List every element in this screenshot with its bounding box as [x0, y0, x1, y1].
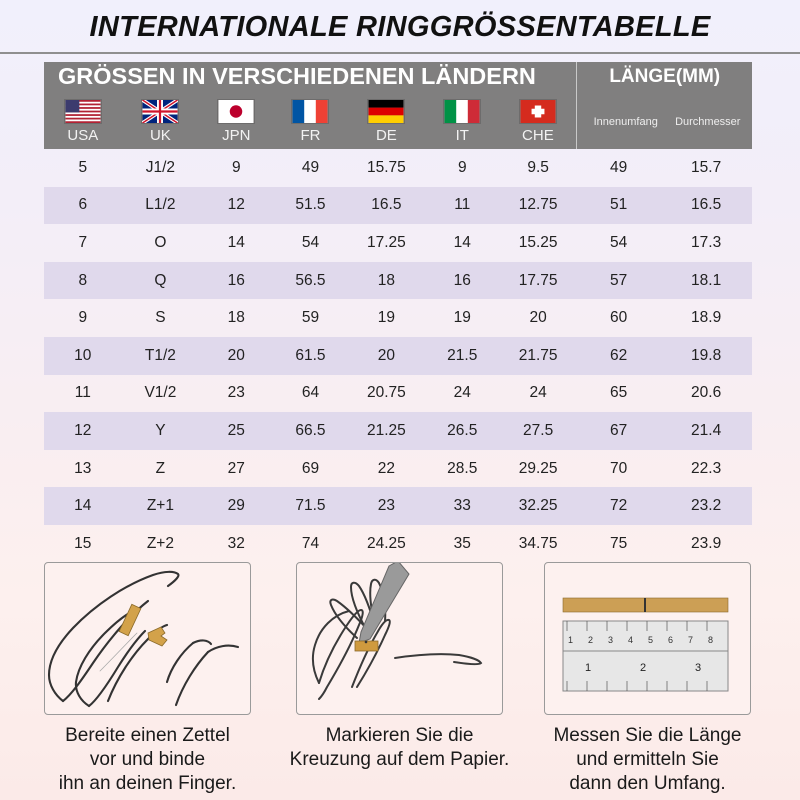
- svg-text:1: 1: [568, 635, 573, 645]
- svg-text:3: 3: [695, 662, 701, 674]
- svg-text:6: 6: [668, 635, 673, 645]
- svg-text:1: 1: [585, 662, 591, 674]
- svg-text:2: 2: [588, 635, 593, 645]
- svg-text:3: 3: [608, 635, 613, 645]
- svg-text:2: 2: [640, 662, 646, 674]
- svg-text:4: 4: [628, 635, 633, 645]
- svg-text:7: 7: [688, 635, 693, 645]
- svg-text:8: 8: [708, 635, 713, 645]
- svg-text:5: 5: [648, 635, 653, 645]
